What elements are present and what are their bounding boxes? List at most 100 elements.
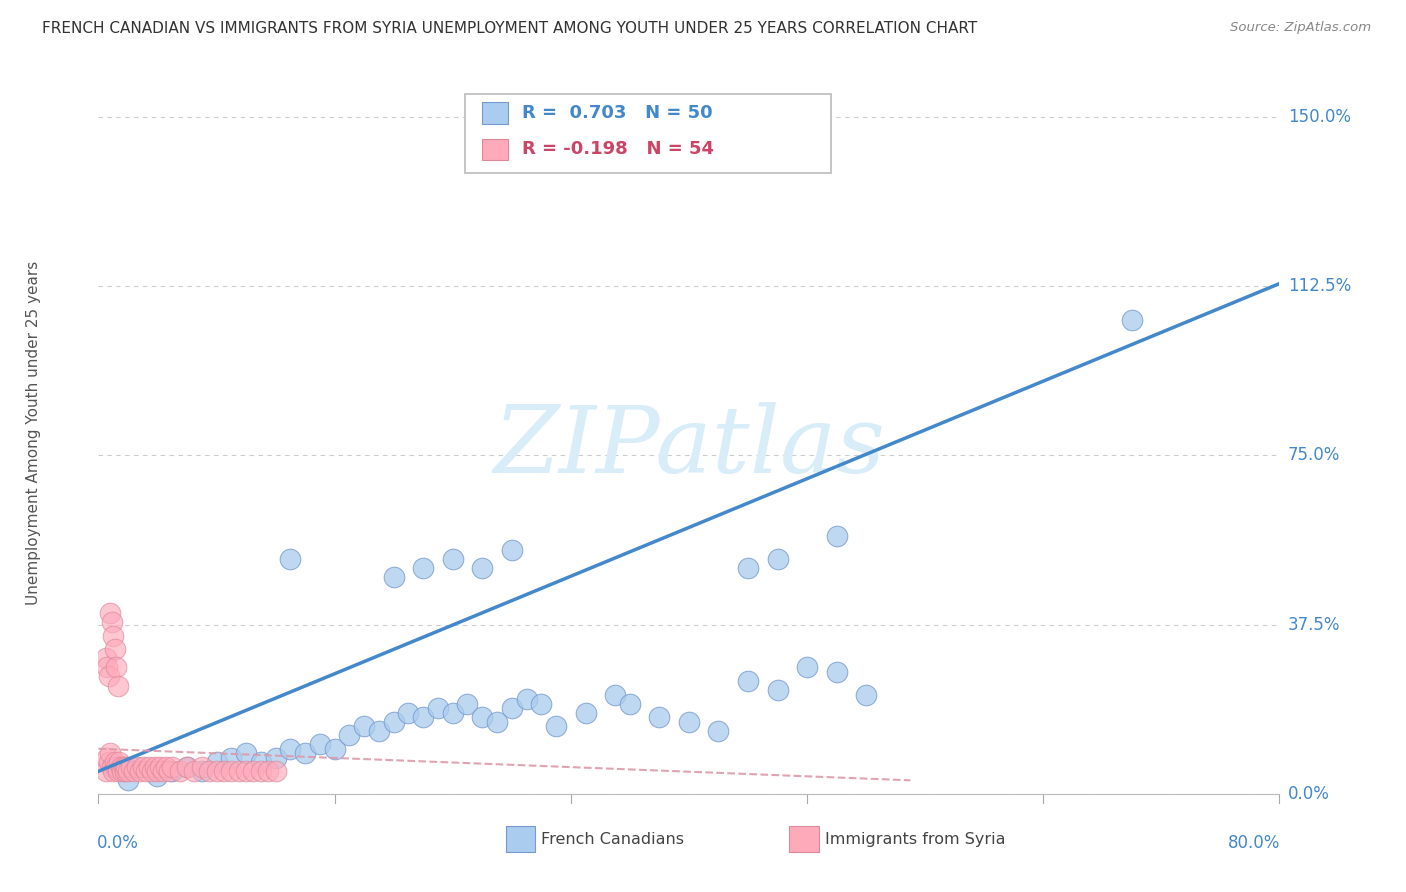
Point: [707, 723, 730, 738]
Point: [125, 760, 148, 774]
Text: Source: ZipAtlas.com: Source: ZipAtlas.com: [1230, 21, 1371, 34]
Point: [141, 764, 163, 779]
Text: 150.0%: 150.0%: [1288, 108, 1351, 126]
Point: [114, 764, 136, 779]
Point: [115, 760, 138, 774]
Point: [382, 570, 405, 584]
Point: [104, 642, 127, 657]
FancyBboxPatch shape: [506, 826, 536, 852]
Point: [264, 751, 287, 765]
Point: [235, 764, 257, 779]
Point: [100, 615, 122, 630]
Point: [152, 764, 174, 779]
Text: French Canadians: French Canadians: [541, 832, 685, 847]
FancyBboxPatch shape: [482, 103, 508, 124]
Point: [737, 673, 759, 688]
Text: FRENCH CANADIAN VS IMMIGRANTS FROM SYRIA UNEMPLOYMENT AMONG YOUTH UNDER 25 YEARS: FRENCH CANADIAN VS IMMIGRANTS FROM SYRIA…: [42, 21, 977, 36]
Point: [103, 764, 125, 779]
Point: [96, 751, 118, 765]
FancyBboxPatch shape: [789, 826, 818, 852]
Point: [796, 660, 818, 674]
Point: [122, 764, 145, 779]
Point: [155, 760, 177, 774]
Point: [501, 543, 523, 558]
Point: [221, 751, 243, 765]
Point: [104, 756, 127, 770]
Point: [96, 660, 118, 674]
Point: [516, 692, 538, 706]
Point: [766, 683, 789, 698]
Point: [107, 764, 129, 779]
Point: [825, 529, 848, 543]
Point: [111, 764, 134, 779]
Point: [183, 764, 205, 779]
Point: [257, 764, 280, 779]
Point: [412, 710, 434, 724]
Point: [205, 764, 228, 779]
Point: [382, 714, 405, 729]
Point: [117, 773, 139, 788]
Point: [242, 764, 264, 779]
Point: [107, 678, 129, 692]
Point: [97, 756, 120, 770]
Point: [457, 697, 479, 711]
Text: 37.5%: 37.5%: [1288, 615, 1340, 633]
Point: [280, 741, 302, 756]
Point: [309, 737, 332, 751]
Point: [112, 760, 135, 774]
Point: [427, 701, 450, 715]
Text: 0.0%: 0.0%: [1288, 785, 1330, 803]
Point: [737, 561, 759, 575]
Point: [100, 760, 122, 774]
Point: [94, 651, 117, 665]
Point: [146, 764, 169, 779]
Point: [825, 665, 848, 679]
Point: [162, 764, 183, 779]
Point: [605, 688, 627, 702]
Point: [132, 760, 155, 774]
Point: [191, 760, 214, 774]
Text: 0.0%: 0.0%: [97, 834, 139, 852]
Point: [678, 714, 700, 729]
Point: [162, 760, 183, 774]
Text: R = -0.198   N = 54: R = -0.198 N = 54: [523, 140, 714, 159]
Point: [501, 701, 523, 715]
Point: [157, 764, 180, 779]
Point: [412, 561, 434, 575]
Point: [441, 552, 464, 566]
Point: [105, 660, 128, 674]
Point: [176, 760, 198, 774]
Point: [323, 741, 346, 756]
Point: [471, 561, 494, 575]
Point: [619, 697, 641, 711]
Point: [128, 764, 150, 779]
Point: [546, 719, 568, 733]
FancyBboxPatch shape: [482, 138, 508, 161]
Point: [250, 764, 273, 779]
Point: [250, 756, 273, 770]
Point: [855, 688, 877, 702]
Point: [143, 760, 166, 774]
Point: [98, 746, 121, 760]
Point: [264, 764, 287, 779]
Point: [120, 760, 142, 774]
Point: [110, 760, 132, 774]
Point: [280, 552, 302, 566]
Point: [105, 760, 128, 774]
Point: [117, 764, 139, 779]
Point: [339, 728, 361, 742]
Point: [294, 746, 316, 760]
Point: [212, 764, 235, 779]
Point: [94, 764, 117, 779]
Text: 80.0%: 80.0%: [1229, 834, 1281, 852]
Point: [471, 710, 494, 724]
Point: [235, 746, 257, 760]
Point: [221, 764, 243, 779]
Point: [98, 607, 121, 621]
Point: [1121, 312, 1143, 326]
Point: [575, 706, 598, 720]
Point: [398, 706, 420, 720]
Point: [228, 764, 250, 779]
Text: 75.0%: 75.0%: [1288, 446, 1340, 464]
Point: [486, 714, 509, 729]
